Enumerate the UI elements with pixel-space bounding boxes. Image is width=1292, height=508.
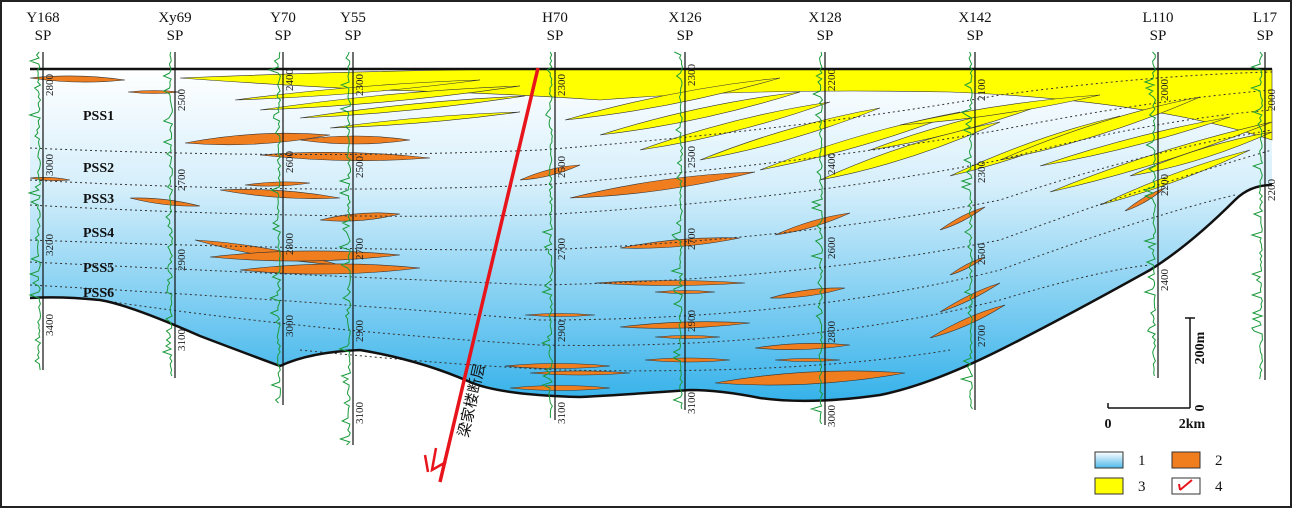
well-name: Y70 <box>270 10 296 26</box>
well-name: Y168 <box>26 10 59 26</box>
depth-label: 2900 <box>176 249 188 272</box>
depth-label: 2500 <box>354 156 366 179</box>
depth-label: 2300 <box>686 64 698 87</box>
legend-label: 2 <box>1215 453 1223 469</box>
depth-label: 3200 <box>44 234 56 257</box>
legend-swatch <box>1095 452 1123 468</box>
depth-label: 2500 <box>556 156 568 179</box>
depth-label: 2200 <box>1266 179 1278 202</box>
depth-label: 2200 <box>1159 174 1171 197</box>
depth-label: 3000 <box>44 154 56 177</box>
depth-label: 2800 <box>284 233 296 256</box>
depth-label: 2100 <box>976 79 988 102</box>
well-log-type: SP <box>677 28 694 44</box>
depth-label: 2600 <box>284 151 296 174</box>
turbidite-lens <box>775 359 840 362</box>
well-log-type: SP <box>345 28 362 44</box>
depth-label: 3100 <box>686 392 698 415</box>
legend-swatch <box>1172 452 1200 468</box>
interval-label: PSS6 <box>83 286 114 301</box>
well-name: H70 <box>542 10 568 26</box>
depth-label: 3100 <box>354 402 366 425</box>
depth-label: 2200 <box>826 69 838 92</box>
depth-label: 2800 <box>44 74 56 97</box>
legend-label: 1 <box>1138 453 1146 469</box>
well-log-type: SP <box>167 28 184 44</box>
depth-label: 2500 <box>176 89 188 112</box>
cross-section: Y168SP2800300032003400Xy69SP250027002900… <box>0 0 1292 508</box>
depth-label: 2700 <box>556 238 568 261</box>
turbidite-lens <box>525 314 595 317</box>
depth-label: 2700 <box>976 325 988 348</box>
well-log-type: SP <box>1150 28 1167 44</box>
well-log-type: SP <box>275 28 292 44</box>
well-log-type: SP <box>967 28 984 44</box>
well-name: X128 <box>808 10 841 26</box>
scale-label: 2km <box>1179 417 1206 432</box>
depth-label: 2900 <box>556 320 568 343</box>
well-log-type: SP <box>547 28 564 44</box>
depth-label: 2500 <box>686 146 698 169</box>
basin-body <box>30 69 1272 401</box>
depth-label: 3000 <box>826 405 838 428</box>
interval-label: PSS2 <box>83 161 114 176</box>
depth-label: 2900 <box>354 320 366 343</box>
well-name: Y55 <box>340 10 366 26</box>
well-name: X126 <box>668 10 702 26</box>
interval-label: PSS5 <box>83 261 114 276</box>
turbidite-lens <box>128 91 180 94</box>
well-log-type: SP <box>35 28 52 44</box>
depth-label: 2300 <box>556 74 568 97</box>
scale-label: 0 <box>1193 405 1208 412</box>
depth-label: 2300 <box>976 161 988 184</box>
depth-label: 2700 <box>354 238 366 261</box>
turbidite-lens <box>655 336 720 339</box>
interval-label: PSS3 <box>83 192 114 207</box>
depth-label: 2400 <box>1159 269 1171 292</box>
depth-label: 2900 <box>686 310 698 333</box>
well-name: Xy69 <box>158 10 191 26</box>
legend-label: 4 <box>1215 479 1223 495</box>
legend-swatch <box>1095 478 1123 494</box>
well-name: L17 <box>1253 10 1278 26</box>
well-name: L110 <box>1142 10 1173 26</box>
depth-label: 3000 <box>284 315 296 338</box>
depth-label: 2700 <box>686 228 698 251</box>
depth-label: 3400 <box>44 314 56 337</box>
scale-label: 200m <box>1193 331 1208 364</box>
legend-label: 3 <box>1138 479 1146 495</box>
depth-label: 2000 <box>1266 89 1278 112</box>
interval-label: PSS1 <box>83 109 114 124</box>
scale-label: 0 <box>1105 417 1112 432</box>
depth-label: 2400 <box>826 153 838 176</box>
depth-label: 2000 <box>1159 79 1171 102</box>
depth-label: 3100 <box>176 329 188 352</box>
depth-label: 2700 <box>176 169 188 192</box>
well-log-type: SP <box>1257 28 1274 44</box>
depth-label: 2500 <box>976 243 988 266</box>
well-log-type: SP <box>817 28 834 44</box>
depth-label: 3100 <box>556 402 568 425</box>
depth-label: 2400 <box>284 69 296 92</box>
depth-label: 2300 <box>354 74 366 97</box>
depth-label: 2600 <box>826 237 838 260</box>
interval-label: PSS4 <box>83 226 114 241</box>
depth-label: 2800 <box>826 321 838 344</box>
legend: 1 2 3 4 <box>1095 452 1223 495</box>
scale-bar: 200m 0 0 2km <box>1105 318 1209 432</box>
well-name: X142 <box>958 10 991 26</box>
